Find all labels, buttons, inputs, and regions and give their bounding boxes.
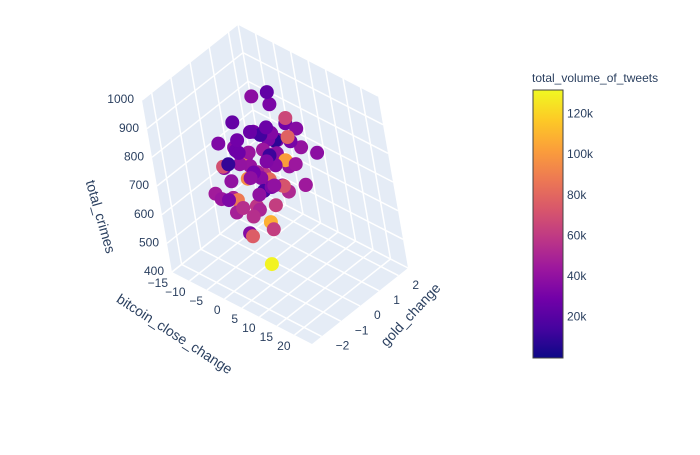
data-point[interactable]: [232, 157, 247, 172]
x-tick-label: −5: [189, 294, 203, 308]
gridline-z-back: [146, 52, 244, 130]
x-tick-label: 10: [242, 321, 256, 335]
gridline-z-side: [262, 166, 404, 241]
colorbar-gradient: [532, 89, 564, 359]
x-tick-label: 20: [277, 339, 291, 353]
z-tick-label: 1000: [107, 92, 134, 106]
data-point[interactable]: [224, 174, 239, 189]
data-point[interactable]: [211, 136, 226, 151]
data-point[interactable]: [266, 222, 281, 237]
y-tick-label: 2: [412, 278, 419, 292]
data-point[interactable]: [259, 85, 274, 100]
data-point[interactable]: [222, 193, 236, 208]
gridline-z-back: [151, 80, 249, 158]
data-point[interactable]: [280, 130, 295, 144]
gridline-y-floor: [238, 218, 380, 292]
x-tick-label: −15: [148, 276, 169, 290]
gridline-y-floor: [219, 233, 361, 307]
data-point[interactable]: [221, 157, 236, 172]
data-point[interactable]: [264, 257, 279, 272]
data-point[interactable]: [267, 178, 282, 193]
y-tick-label: −2: [336, 339, 350, 353]
colorbar-title: total_volume_of_tweets: [532, 71, 658, 85]
colorbar: total_volume_of_tweets 20k 40k 60k 80k 100k 1…: [532, 71, 658, 359]
data-point[interactable]: [243, 171, 258, 186]
data-point[interactable]: [278, 111, 293, 125]
data-point[interactable]: [259, 120, 273, 135]
data-point[interactable]: [268, 198, 283, 213]
z-tick-label: 900: [119, 121, 139, 135]
data-point[interactable]: [241, 145, 256, 160]
data-point[interactable]: [246, 209, 261, 224]
data-point[interactable]: [236, 201, 251, 215]
data-point[interactable]: [289, 121, 304, 136]
y-tick-label: −1: [355, 323, 369, 337]
y-axis-title: gold_change: [377, 280, 444, 350]
x-tick-label: −10: [165, 285, 186, 299]
data-point[interactable]: [244, 89, 259, 104]
data-point[interactable]: [259, 154, 274, 169]
colorbar-tick-label: 100k: [567, 147, 594, 161]
z-axis-title: total_crimes: [83, 178, 119, 255]
data-point[interactable]: [252, 187, 267, 202]
colorbar-tick-label: 120k: [567, 107, 594, 121]
data-points: [208, 85, 325, 272]
data-point[interactable]: [225, 115, 240, 130]
data-point[interactable]: [243, 125, 257, 139]
gridline-y-floor: [200, 248, 342, 322]
colorbar-tick-label: 60k: [567, 228, 587, 242]
colorbar-tick-label: 40k: [567, 269, 587, 283]
data-point[interactable]: [230, 133, 245, 148]
gridline-z-side: [237, 23, 379, 97]
x-tick-label: 0: [214, 303, 221, 317]
colorbar-tick-label: 80k: [567, 188, 587, 202]
data-point[interactable]: [288, 157, 303, 172]
z-tick-label: 700: [129, 178, 149, 192]
gridline-z-side: [242, 51, 384, 126]
data-point[interactable]: [231, 145, 246, 160]
y-tick-label: 0: [374, 308, 381, 322]
y-tick-label: 1: [393, 293, 400, 307]
colorbar-ticks: 20k 40k 60k 80k 100k 120k: [567, 107, 594, 324]
gridline-z-side: [252, 109, 394, 183]
x-tick-label: 5: [231, 312, 238, 326]
gridline-z-side: [267, 195, 409, 269]
z-tick-label: 600: [134, 207, 154, 221]
x-tick-label: 15: [260, 330, 274, 344]
gridline-y-floor: [181, 263, 322, 338]
gridline-y-floor: [258, 202, 399, 277]
data-point[interactable]: [298, 177, 313, 192]
data-point[interactable]: [310, 145, 325, 160]
colorbar-tick-label: 20k: [567, 310, 587, 324]
z-tick-label: 800: [124, 149, 144, 163]
gridline-z-back: [141, 23, 239, 101]
z-tick-label: 400: [144, 264, 164, 278]
z-tick-label: 500: [139, 235, 159, 249]
data-point[interactable]: [262, 97, 277, 112]
data-point[interactable]: [246, 229, 260, 244]
data-point[interactable]: [294, 140, 309, 155]
